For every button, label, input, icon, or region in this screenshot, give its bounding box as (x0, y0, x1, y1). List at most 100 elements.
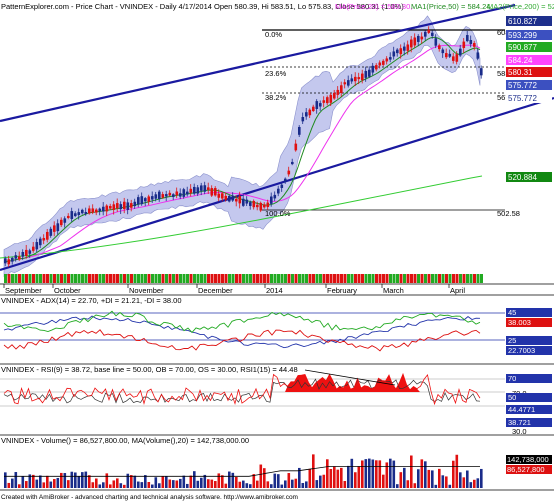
candle (189, 184, 193, 197)
volume-bar (95, 478, 98, 488)
signal-bar (49, 274, 53, 283)
signal-bar (410, 274, 413, 283)
volume-bar (21, 476, 25, 488)
svg-text:70: 70 (508, 374, 516, 383)
signal-bar (217, 274, 221, 283)
signal-bar (67, 274, 70, 283)
volume-bar (81, 472, 84, 488)
volume-ma-line (4, 466, 480, 477)
candle (291, 158, 294, 166)
volume-bar (301, 482, 305, 488)
signal-bar (147, 274, 151, 283)
volume-bar (357, 466, 361, 488)
signal-bar (343, 274, 347, 283)
volume-bar (469, 482, 473, 488)
signal-bar (165, 274, 168, 283)
price-label-8: 520.884 (506, 172, 552, 182)
candle (347, 75, 350, 88)
volume-bar (53, 479, 56, 488)
svg-text:590.877: 590.877 (508, 43, 537, 52)
candle (56, 219, 60, 235)
candle (259, 201, 263, 213)
svg-text:142,738,000: 142,738,000 (507, 455, 549, 464)
volume-header: VNINDEX - Volume() = 86,527,800.00, MA(V… (1, 436, 249, 445)
candle (53, 221, 56, 237)
candle (186, 186, 189, 197)
ma2-text: MA2(Price,200) = 520.8 (487, 2, 554, 11)
svg-text:25: 25 (508, 336, 516, 345)
candle (308, 108, 312, 119)
volume-bar (102, 482, 105, 488)
candle (389, 52, 392, 63)
signal-bar (371, 274, 375, 283)
candle (448, 49, 452, 58)
signal-bar (315, 274, 319, 283)
volume-bar (455, 454, 459, 488)
volume-bar (340, 467, 343, 488)
volume-bar (119, 483, 123, 488)
fib-382-label: 38.2% (265, 93, 287, 102)
candle (326, 95, 329, 106)
volume-bar (182, 475, 186, 488)
signal-bar (480, 274, 483, 283)
candle (294, 139, 298, 152)
volume-bar (448, 484, 452, 488)
candle (298, 125, 301, 137)
candle (179, 188, 182, 200)
volume-bar (126, 473, 130, 488)
signal-bar (466, 274, 469, 283)
candle (154, 191, 158, 202)
volume-bar (133, 475, 137, 488)
volume-bar (270, 484, 273, 488)
signal-bar (182, 274, 186, 283)
rsi-label-70: 70 (506, 374, 552, 383)
signal-bar (406, 274, 410, 283)
candle (112, 201, 116, 215)
volume-bar (326, 459, 329, 488)
signal-bar (158, 274, 161, 283)
signal-bar (350, 274, 354, 283)
volume-label-vol: 86,527,800 (506, 465, 552, 474)
candle (287, 166, 291, 177)
candle (4, 256, 7, 267)
candle (256, 201, 259, 211)
signal-bar (130, 274, 133, 283)
volume-bar (242, 480, 245, 488)
candle (375, 63, 378, 72)
signal-bar (193, 274, 196, 283)
signal-bar (249, 274, 252, 283)
candle (77, 208, 81, 220)
price-label-7: 575.772 (506, 93, 552, 103)
signal-bar (151, 274, 154, 283)
volume-bar (137, 481, 140, 488)
volume-bar (14, 472, 18, 488)
candle (25, 244, 28, 259)
candle (102, 202, 105, 216)
signal-bar (263, 274, 266, 283)
candle (165, 190, 168, 202)
signal-bar (382, 274, 385, 283)
volume-bar (347, 465, 350, 488)
price-label-6: 575.772 (506, 80, 552, 90)
signal-bar (95, 274, 98, 283)
candle (385, 56, 389, 65)
candle (336, 86, 340, 99)
signal-bar (252, 274, 256, 283)
price-label-5: 580.31 (506, 67, 552, 77)
signal-bar (74, 274, 77, 283)
volume-bar (368, 458, 371, 488)
candle (7, 255, 11, 267)
candle (32, 241, 35, 253)
volume-bar (375, 460, 378, 488)
candle (280, 182, 284, 192)
candle (14, 251, 18, 262)
signal-bar (18, 274, 21, 283)
volume-bar (147, 482, 151, 488)
fib-100-label: 100.0% (265, 209, 291, 218)
signal-bar (32, 274, 35, 283)
volume-bar (56, 477, 60, 488)
volume-bar (431, 470, 434, 488)
signal-bar (154, 274, 158, 283)
candle (315, 99, 319, 114)
